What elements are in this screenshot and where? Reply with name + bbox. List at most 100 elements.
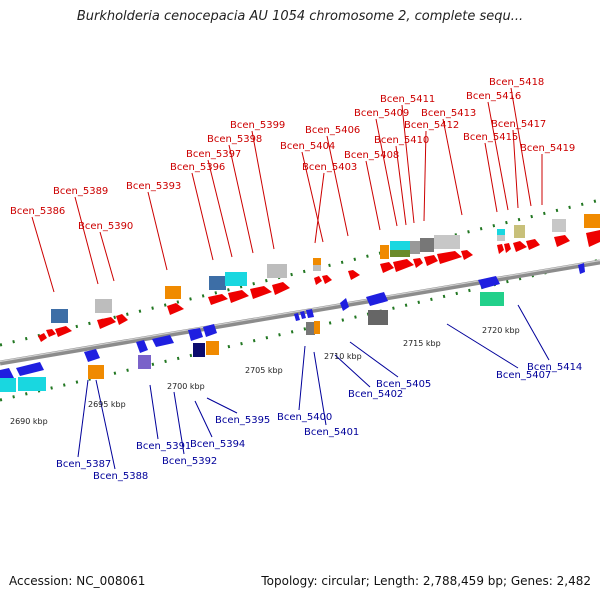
feature-block[interactable] <box>584 214 600 228</box>
reverse-gene[interactable] <box>340 298 349 311</box>
gene-label-bcen-5407[interactable]: Bcen_5407 <box>496 370 551 381</box>
reverse-gene[interactable] <box>188 328 203 341</box>
gene-label-bcen-5416[interactable]: Bcen_5416 <box>466 91 521 102</box>
reverse-gene[interactable] <box>203 324 217 337</box>
forward-gene[interactable] <box>554 235 570 247</box>
gene-label-bcen-5400[interactable]: Bcen_5400 <box>277 412 332 423</box>
feature-block[interactable] <box>497 235 505 241</box>
gene-label-bcen-5388[interactable]: Bcen_5388 <box>93 471 148 482</box>
gene-label-bcen-5402[interactable]: Bcen_5402 <box>348 389 403 400</box>
gene-label-bcen-5399[interactable]: Bcen_5399 <box>230 120 285 131</box>
feature-block[interactable] <box>313 265 321 271</box>
reverse-gene[interactable] <box>84 349 100 362</box>
gene-label-bcen-5395[interactable]: Bcen_5395 <box>215 415 270 426</box>
forward-gene[interactable] <box>97 317 116 329</box>
gene-label-bcen-5415[interactable]: Bcen_5415 <box>463 132 518 143</box>
forward-gene[interactable] <box>380 262 394 273</box>
gene-label-bcen-5410[interactable]: Bcen_5410 <box>374 135 429 146</box>
gene-label-bcen-5396[interactable]: Bcen_5396 <box>170 162 225 173</box>
gene-label-bcen-5414[interactable]: Bcen_5414 <box>527 362 582 373</box>
gene-label-bcen-5394[interactable]: Bcen_5394 <box>190 439 245 450</box>
feature-block[interactable] <box>206 341 219 355</box>
gene-label-bcen-5405[interactable]: Bcen_5405 <box>376 379 431 390</box>
feature-block[interactable] <box>410 241 420 254</box>
gene-label-bcen-5389[interactable]: Bcen_5389 <box>53 186 108 197</box>
feature-block[interactable] <box>497 229 505 236</box>
forward-gene[interactable] <box>497 244 504 254</box>
reverse-gene[interactable] <box>578 263 585 274</box>
feature-block[interactable] <box>368 310 388 325</box>
reverse-gene[interactable] <box>478 276 500 289</box>
gene-label-bcen-5393[interactable]: Bcen_5393 <box>126 181 181 192</box>
gene-label-bcen-5397[interactable]: Bcen_5397 <box>186 149 241 160</box>
forward-gene[interactable] <box>393 259 414 272</box>
gene-label-bcen-5392[interactable]: Bcen_5392 <box>162 456 217 467</box>
forward-gene[interactable] <box>116 314 128 325</box>
feature-block[interactable] <box>380 245 389 259</box>
gene-label-bcen-5406[interactable]: Bcen_5406 <box>305 125 360 136</box>
feature-block[interactable] <box>390 250 410 257</box>
gene-label-bcen-5401[interactable]: Bcen_5401 <box>304 427 359 438</box>
reverse-gene[interactable] <box>366 292 388 306</box>
gene-label-bcen-5398[interactable]: Bcen_5398 <box>207 134 262 145</box>
reverse-gene[interactable] <box>136 340 148 353</box>
feature-block[interactable] <box>95 299 112 313</box>
gene-label-bcen-5417[interactable]: Bcen_5417 <box>491 119 546 130</box>
feature-block[interactable] <box>138 355 151 369</box>
forward-gene[interactable] <box>437 251 462 264</box>
feature-block[interactable] <box>51 309 68 323</box>
gene-label-bcen-5403[interactable]: Bcen_5403 <box>302 162 357 173</box>
reverse-gene[interactable] <box>306 309 314 318</box>
forward-gene[interactable] <box>228 290 249 303</box>
forward-gene[interactable] <box>413 258 423 268</box>
gene-label-bcen-5418[interactable]: Bcen_5418 <box>489 77 544 88</box>
feature-block[interactable] <box>552 219 566 232</box>
feature-block[interactable] <box>18 377 46 391</box>
gene-label-bcen-5411[interactable]: Bcen_5411 <box>380 94 435 105</box>
feature-block[interactable] <box>209 276 226 290</box>
feature-block[interactable] <box>306 322 315 335</box>
feature-block[interactable] <box>420 238 434 252</box>
feature-block[interactable] <box>313 258 321 265</box>
forward-gene[interactable] <box>46 329 56 337</box>
forward-gene[interactable] <box>322 275 332 284</box>
reverse-gene[interactable] <box>16 362 44 376</box>
forward-gene[interactable] <box>513 241 527 252</box>
forward-gene[interactable] <box>272 282 290 295</box>
gene-label-bcen-5419[interactable]: Bcen_5419 <box>520 143 575 154</box>
feature-block[interactable] <box>0 378 16 392</box>
feature-block[interactable] <box>193 343 205 357</box>
forward-gene[interactable] <box>504 243 511 253</box>
gene-label-bcen-5404[interactable]: Bcen_5404 <box>280 141 335 152</box>
gene-label-bcen-5386[interactable]: Bcen_5386 <box>10 206 65 217</box>
feature-block[interactable] <box>480 292 504 306</box>
feature-block[interactable] <box>314 321 320 334</box>
feature-block[interactable] <box>514 225 525 238</box>
gene-label-bcen-5387[interactable]: Bcen_5387 <box>56 459 111 470</box>
feature-block[interactable] <box>267 264 287 278</box>
forward-gene[interactable] <box>208 294 228 305</box>
feature-block[interactable] <box>390 241 410 251</box>
forward-gene[interactable] <box>586 230 600 247</box>
forward-gene[interactable] <box>38 333 47 342</box>
reverse-gene[interactable] <box>300 311 306 319</box>
feature-block[interactable] <box>434 235 460 249</box>
feature-block[interactable] <box>165 286 181 299</box>
gene-label-bcen-5390[interactable]: Bcen_5390 <box>78 221 133 232</box>
forward-gene[interactable] <box>461 250 473 260</box>
gene-label-bcen-5412[interactable]: Bcen_5412 <box>404 120 459 131</box>
forward-gene[interactable] <box>526 239 540 250</box>
reverse-gene[interactable] <box>152 335 174 347</box>
forward-gene[interactable] <box>167 303 184 315</box>
gene-label-bcen-5409[interactable]: Bcen_5409 <box>354 108 409 119</box>
forward-gene[interactable] <box>348 270 360 280</box>
gene-label-bcen-5408[interactable]: Bcen_5408 <box>344 150 399 161</box>
reverse-gene[interactable] <box>294 313 300 321</box>
forward-gene[interactable] <box>424 255 438 266</box>
gene-label-bcen-5391[interactable]: Bcen_5391 <box>136 441 191 452</box>
forward-gene[interactable] <box>314 276 322 285</box>
feature-block[interactable] <box>88 365 104 379</box>
feature-block[interactable] <box>225 272 247 286</box>
forward-gene[interactable] <box>250 286 272 299</box>
gene-label-bcen-5413[interactable]: Bcen_5413 <box>421 108 476 119</box>
